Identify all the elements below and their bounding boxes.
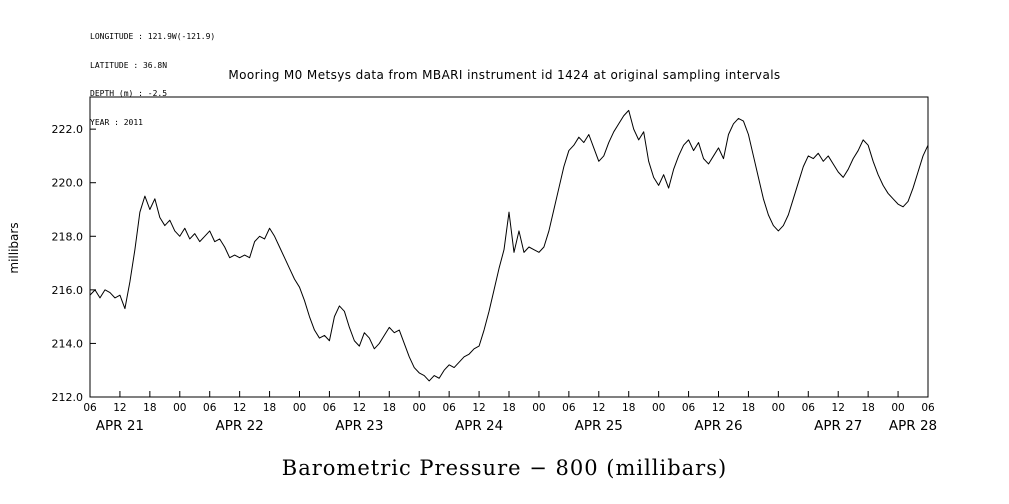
x-tick-label: 06	[323, 402, 337, 414]
x-tick-label: 06	[442, 402, 456, 414]
x-tick-label: 12	[832, 402, 845, 414]
metadata-depth: DEPTH (m) : -2.5	[90, 89, 168, 98]
x-tick-label: 00	[173, 402, 186, 414]
date-label: APR 28	[889, 418, 937, 434]
date-label: APR 26	[694, 418, 742, 434]
date-label: APR 21	[96, 418, 144, 434]
metadata-block: LONGITUDE : 121.9W(-121.9) LATITUDE : 36…	[90, 13, 215, 146]
y-tick-label: 214.0	[52, 337, 84, 350]
x-tick-label: 00	[891, 402, 904, 414]
metadata-latitude: LATITUDE : 36.8N	[90, 60, 168, 70]
x-tick-label: 06	[203, 402, 217, 414]
x-tick-label: 12	[353, 402, 366, 414]
x-tick-label: 12	[592, 402, 605, 414]
x-tick-label: 00	[532, 402, 545, 414]
date-label: APR 22	[216, 418, 264, 434]
metadata-year: YEAR : 2011	[90, 117, 143, 127]
y-tick-label: 212.0	[52, 391, 84, 404]
x-tick-label: 06	[802, 402, 816, 414]
x-tick-label: 06	[562, 402, 576, 414]
x-tick-label: 12	[472, 402, 485, 414]
x-tick-label: 06	[83, 402, 97, 414]
x-tick-label: 00	[413, 402, 426, 414]
x-tick-label: 18	[502, 402, 515, 414]
x-tick-label: 06	[921, 402, 935, 414]
plot-box	[89, 96, 929, 398]
x-tick-label: 18	[383, 402, 396, 414]
y-tick-label: 220.0	[52, 177, 84, 190]
x-tick-label: 00	[652, 402, 665, 414]
x-axis-title: Barometric Pressure − 800 (millibars)	[281, 456, 728, 480]
date-label: APR 24	[455, 418, 503, 434]
y-tick-label: 216.0	[52, 284, 84, 297]
x-tick-label: 18	[861, 402, 874, 414]
metadata-longitude: LONGITUDE : 121.9W(-121.9)	[90, 32, 216, 41]
date-label: APR 27	[814, 418, 862, 434]
y-tick-label: 222.0	[52, 123, 84, 136]
x-tick-label: 00	[772, 402, 785, 414]
pressure-line	[89, 109, 929, 382]
x-tick-label: 18	[742, 402, 755, 414]
chart-title: Mooring M0 Metsys data from MBARI instru…	[228, 68, 781, 82]
x-tick-label: 18	[263, 402, 276, 414]
date-label: APR 23	[335, 418, 383, 434]
x-tick-label: 18	[622, 402, 635, 414]
y-tick-label: 218.0	[52, 230, 84, 243]
x-tick-label: 00	[293, 402, 306, 414]
x-tick-label: 18	[143, 402, 156, 414]
x-tick-label: 12	[233, 402, 246, 414]
x-tick-label: 06	[682, 402, 696, 414]
x-tick-label: 12	[113, 402, 126, 414]
date-label: APR 25	[575, 418, 623, 434]
x-tick-label: 12	[712, 402, 725, 414]
